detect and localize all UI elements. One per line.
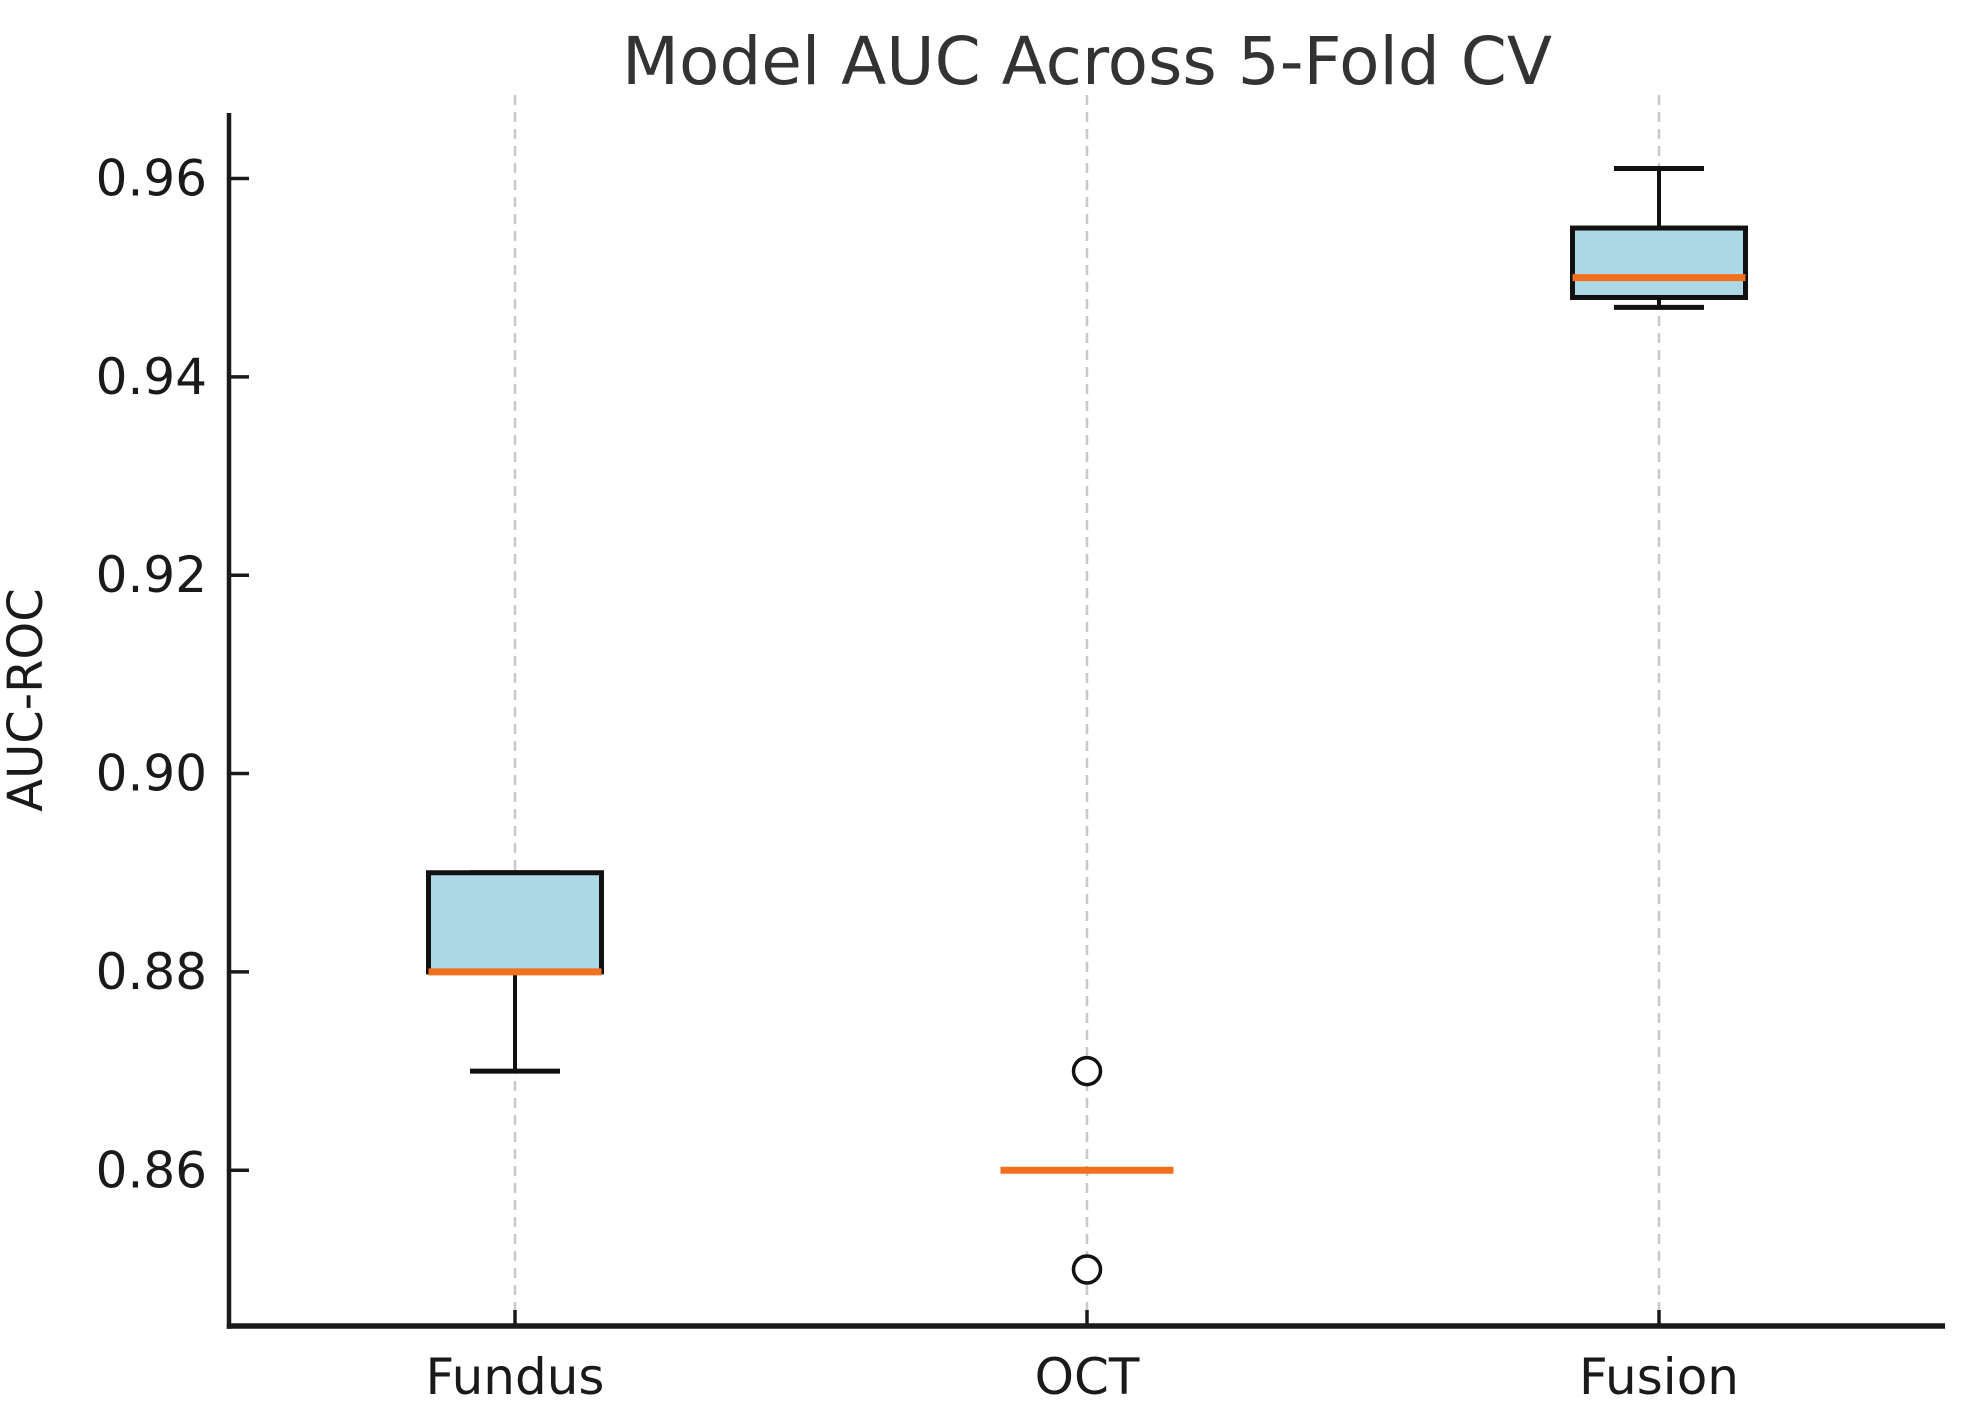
y-tick-label: 0.88 [96, 943, 207, 1001]
x-tick-label-oct: OCT [1035, 1348, 1140, 1406]
x-tick-label-fundus: Fundus [426, 1348, 605, 1406]
outlier-point-oct [1071, 1254, 1103, 1285]
outlier-point-oct [1071, 1055, 1103, 1087]
y-tick-label: 0.94 [96, 348, 207, 406]
chart-title: Model AUC Across 5-Fold CV [622, 23, 1552, 100]
y-axis-label: AUC-ROC [0, 588, 54, 811]
box-fundus [426, 870, 604, 975]
y-tick-label: 0.90 [96, 745, 207, 803]
x-tick-label-fusion: Fusion [1579, 1348, 1739, 1406]
box-fusion [1570, 225, 1748, 300]
plot-area: 0.86 0.88 0.90 0.92 0.94 0.96 Fundus OCT Fusion [96, 95, 1945, 1406]
y-tick-label: 0.92 [96, 546, 207, 604]
y-tick-label: 0.96 [96, 149, 207, 207]
y-tick-label: 0.86 [96, 1141, 207, 1199]
